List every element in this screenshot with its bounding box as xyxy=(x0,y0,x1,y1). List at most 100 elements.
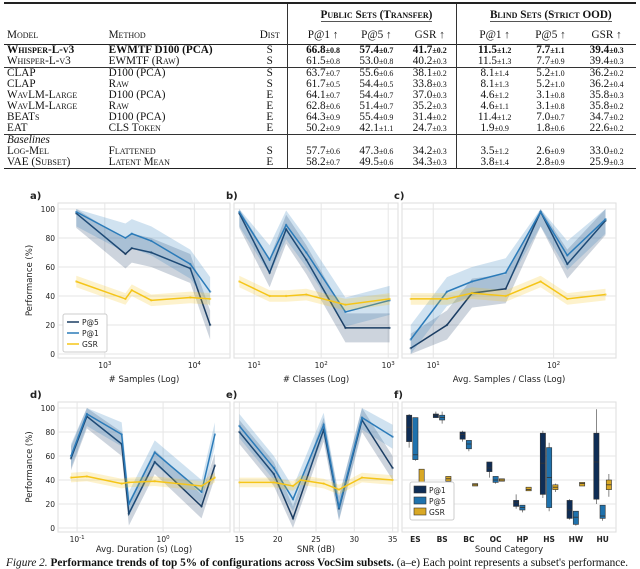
column-header: Model xyxy=(7,28,39,41)
data-point xyxy=(124,297,127,301)
series-line-p1 xyxy=(75,211,211,293)
value-cell: 39.4±0.3 xyxy=(577,44,636,56)
value-cell: 24.7±0.3 xyxy=(403,122,457,135)
value-cell: 64.3±0.9 xyxy=(296,111,349,123)
data-point xyxy=(120,433,123,436)
data-point xyxy=(130,246,133,250)
std-value: ±0.7 xyxy=(378,91,394,100)
data-point xyxy=(539,280,542,283)
value-cell: 66.8±0.8 xyxy=(296,44,350,56)
confidence-band-p5 xyxy=(71,408,215,526)
value-cell: 47.3±0.6 xyxy=(350,145,403,157)
mean-value: 3.5 xyxy=(480,145,495,157)
table-row: EAT CLS Token E 50.2±0.9 42.1±1.1 24.7±0.3 1.9… xyxy=(4,122,636,135)
value-cell: 39.4±0.3 xyxy=(577,55,636,68)
box-p5 xyxy=(492,476,499,483)
mean-value: 55.6 xyxy=(359,67,379,79)
box-p1 xyxy=(566,500,573,519)
mean-value: 11.5 xyxy=(477,55,498,67)
data-point xyxy=(200,484,203,488)
std-value: ±0.8 xyxy=(325,46,341,55)
box-p1 xyxy=(539,432,546,495)
std-value: ±1.0 xyxy=(550,69,565,78)
std-value: ±0.9 xyxy=(550,57,565,66)
column-separator xyxy=(287,26,297,45)
results-table: Public Sets (Transfer) Blind Sets (Stric… xyxy=(4,2,636,169)
group-header-public: Public Sets (Transfer) xyxy=(320,8,433,22)
std-value: ±0.7 xyxy=(378,46,394,55)
data-point xyxy=(322,423,325,426)
value-cell: 34.2±0.3 xyxy=(403,145,457,157)
y-tick-label: 80 xyxy=(45,428,55,437)
x-axis-label: # Classes (Log) xyxy=(283,375,349,385)
data-point xyxy=(284,228,288,231)
data-point xyxy=(69,457,73,460)
mean-value: 35.8 xyxy=(589,89,610,101)
x-axis-label: Avg. Samples / Class (Log) xyxy=(453,375,566,385)
data-point xyxy=(445,323,449,327)
mean-value: 7.7 xyxy=(536,55,551,67)
data-point xyxy=(344,303,347,306)
value-cell: 50.2±0.9 xyxy=(296,122,349,135)
value-cell: 11.5±1.3 xyxy=(466,55,524,68)
y-tick-label: 60 xyxy=(45,263,55,272)
section-label: Baselines xyxy=(7,134,50,146)
y-tick-label: 0 xyxy=(50,350,55,359)
value-cell: 7.7±1.1 xyxy=(523,44,578,56)
data-point xyxy=(409,347,412,350)
x-tick-label: 20 xyxy=(273,535,283,544)
data-point xyxy=(189,296,192,299)
data-point xyxy=(322,482,325,485)
mean-value: 7.7 xyxy=(536,44,551,56)
method-cell: D100 (PCA) xyxy=(108,89,166,101)
value-cell: 3.8±1.4 xyxy=(466,156,524,169)
mean-value: 36.2 xyxy=(589,67,610,79)
column-header: P@1 ↑ xyxy=(307,28,339,41)
data-point xyxy=(360,476,364,479)
legend-swatch xyxy=(413,485,427,494)
std-value: ±0.3 xyxy=(432,57,447,66)
mean-value: 5.2 xyxy=(536,67,551,79)
value-cell: 8.1±1.4 xyxy=(465,67,524,79)
mean-value: 34.3 xyxy=(412,156,433,168)
data-point xyxy=(504,271,507,274)
std-value: ±0.9 xyxy=(550,147,565,156)
caption-text: (a–e) Each point represents a subset's p… xyxy=(396,557,629,569)
data-point xyxy=(69,476,73,479)
data-point xyxy=(268,294,271,298)
data-point xyxy=(305,258,308,261)
data-point xyxy=(208,290,212,293)
std-value: ±1.2 xyxy=(494,91,509,100)
mean-value: 3.1 xyxy=(536,100,551,112)
column-header: Method xyxy=(108,28,146,41)
std-value: ±0.2 xyxy=(609,113,624,122)
confidence-band-gsr xyxy=(239,472,393,495)
std-value: ±0.3 xyxy=(609,46,624,55)
value-cell: 3.1±0.8 xyxy=(524,89,578,101)
std-value: ±0.3 xyxy=(609,57,624,66)
x-tick-label: 101 xyxy=(427,361,440,370)
model-cell: WavLM-Large xyxy=(7,100,78,112)
model-cell: CLAP xyxy=(7,78,36,90)
mean-value: 57.7 xyxy=(306,145,326,157)
std-value: ±0.3 xyxy=(432,124,447,133)
box-p5 xyxy=(599,504,606,519)
std-value: ±0.7 xyxy=(325,91,341,100)
data-point xyxy=(604,217,607,221)
value-cell: 40.2±0.3 xyxy=(403,55,457,68)
x-axis-label: SNR (dB) xyxy=(297,545,335,555)
std-value: ±0.3 xyxy=(432,158,447,167)
mean-value: 3.8 xyxy=(480,156,495,168)
value-cell: 22.6±0.2 xyxy=(577,122,636,135)
data-point xyxy=(409,338,412,341)
box-gsr xyxy=(579,482,586,487)
value-cell: 5.2±1.0 xyxy=(524,78,578,90)
caption-label: Figure 2. xyxy=(6,557,48,569)
value-cell: 33.8±0.3 xyxy=(403,78,457,90)
mean-value: 54.4 xyxy=(359,89,379,101)
y-tick-label: 20 xyxy=(45,321,55,330)
table-row: CLAP D100 (PCA) S 63.7±0.7 55.6±0.6 38.1±0.2 8… xyxy=(4,67,636,79)
confidence-band-p1 xyxy=(76,209,211,307)
method-cell: Raw xyxy=(108,100,129,112)
mean-value: 39.4 xyxy=(589,55,610,67)
